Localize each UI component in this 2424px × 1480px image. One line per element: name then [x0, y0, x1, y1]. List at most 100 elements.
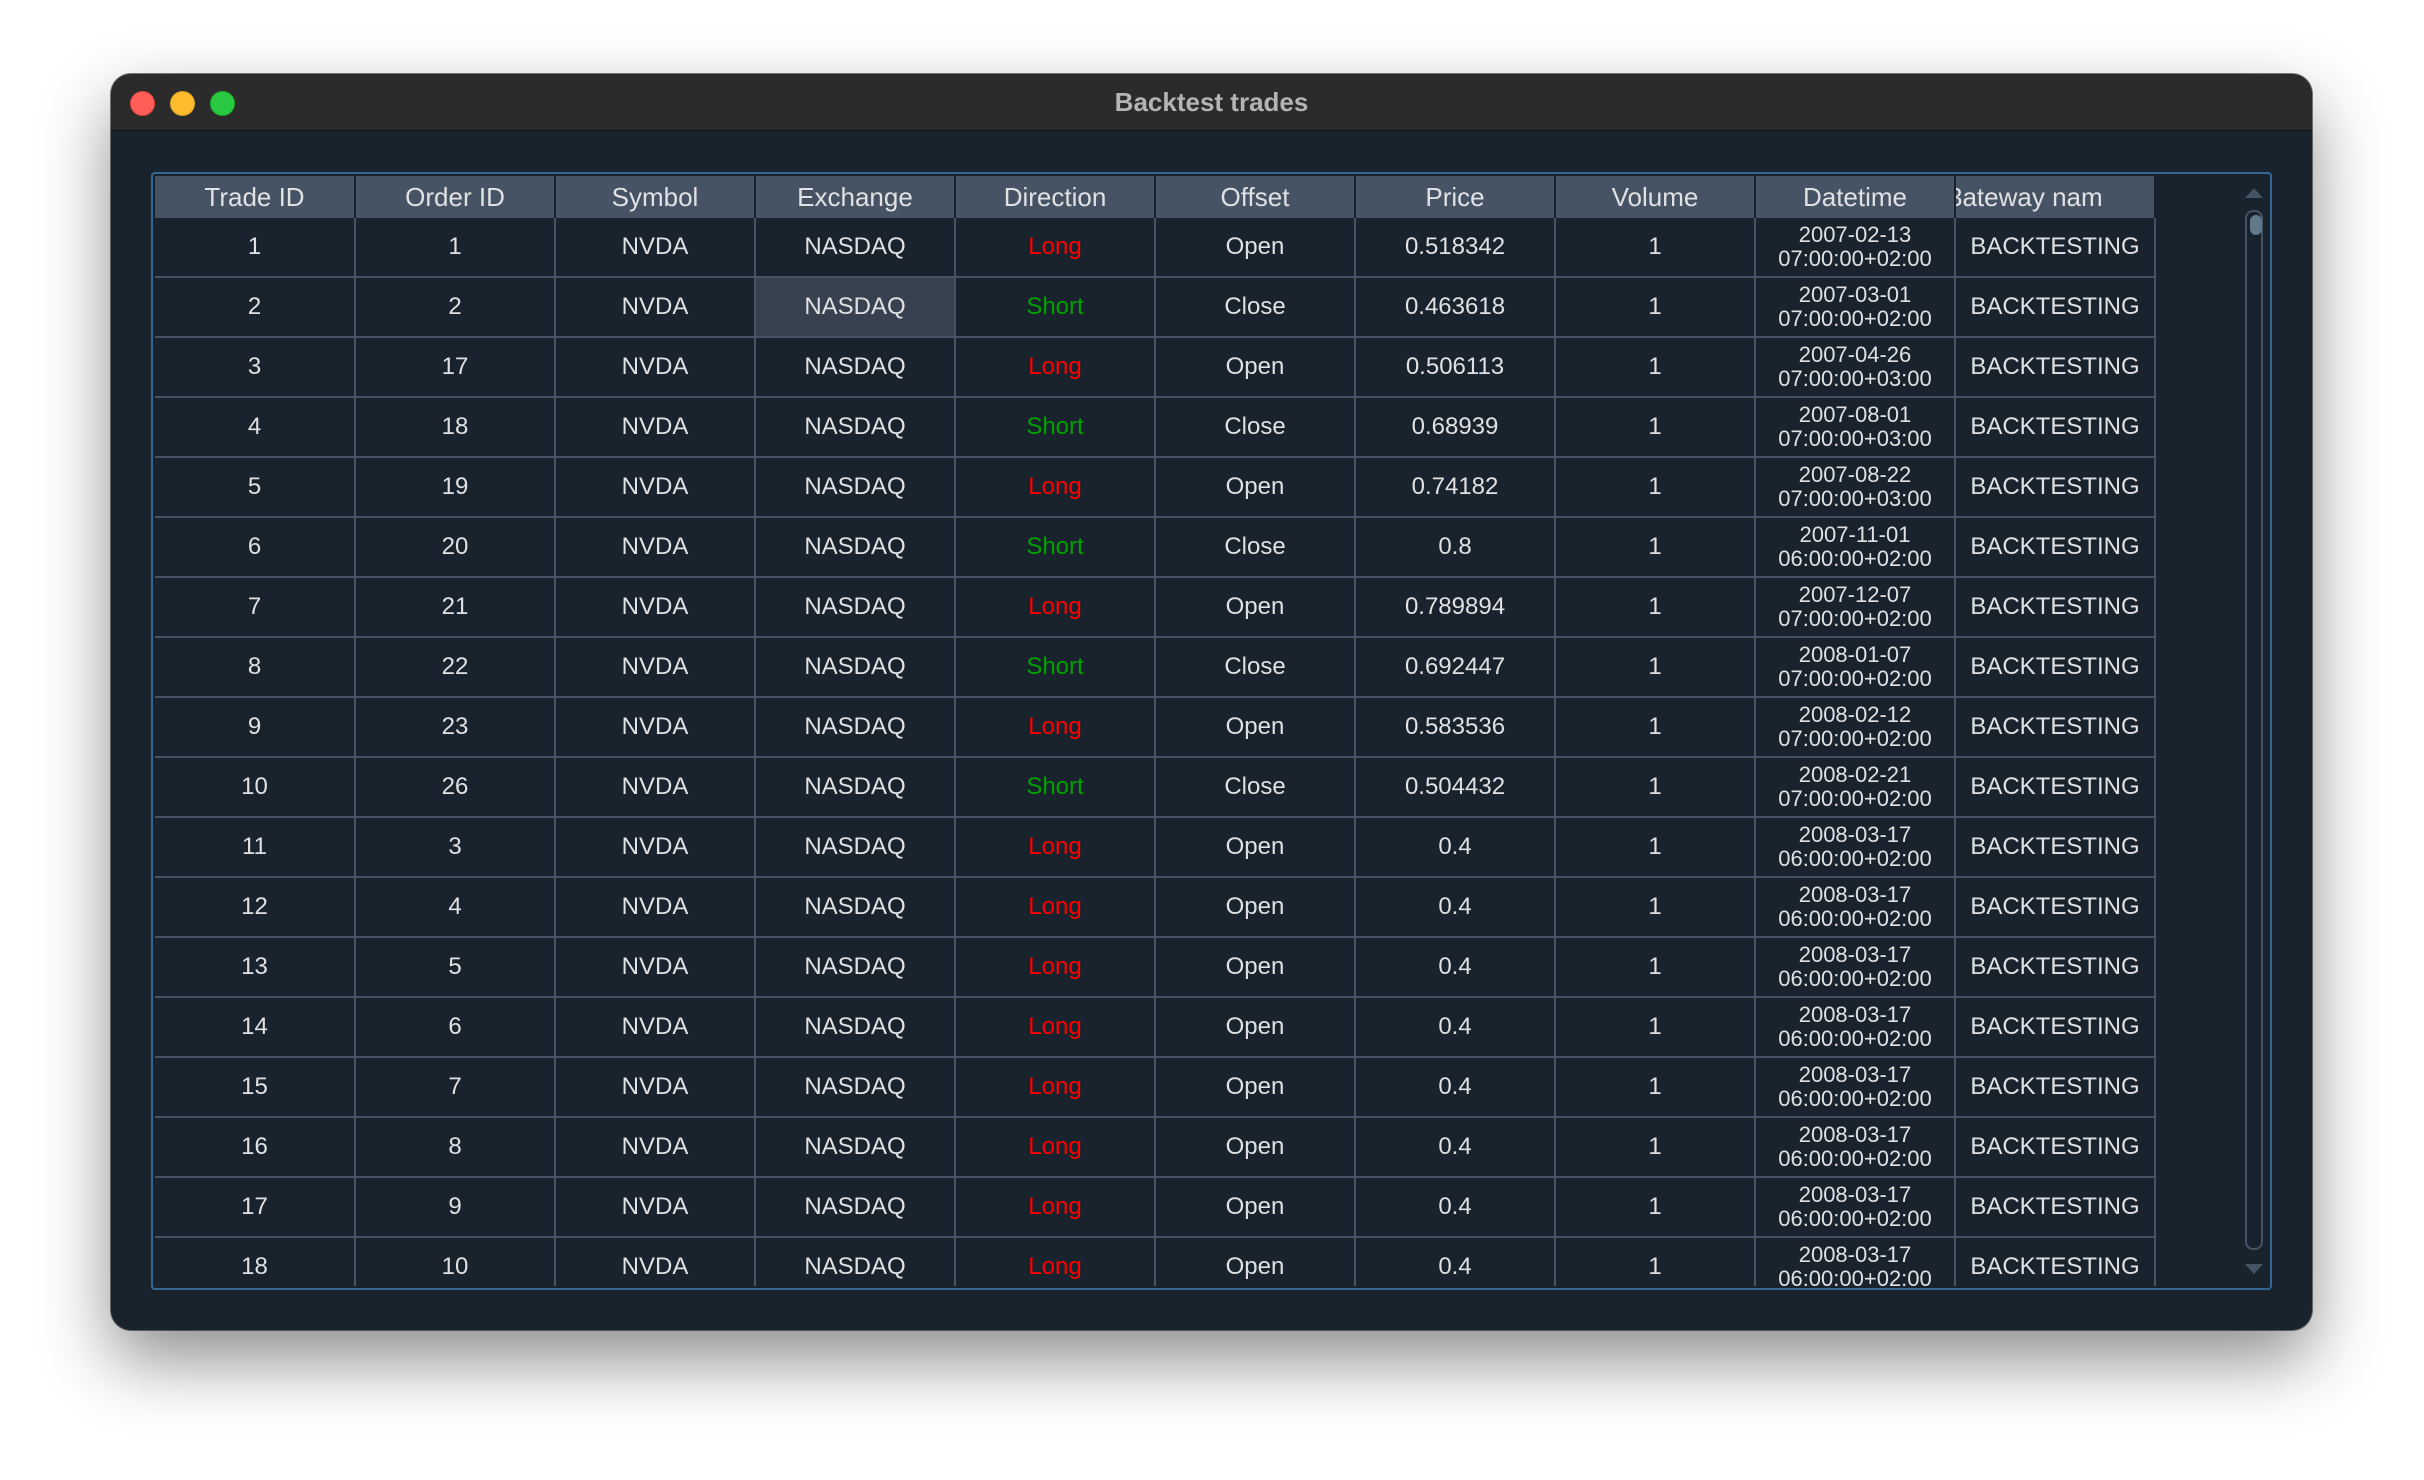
- cell-offset[interactable]: Close: [1155, 757, 1356, 818]
- column-header-datetime[interactable]: Datetime: [1755, 176, 1956, 218]
- cell-offset[interactable]: Open: [1155, 997, 1356, 1058]
- cell-symbol[interactable]: NVDA: [555, 1237, 756, 1286]
- cell-exchange[interactable]: NASDAQ: [755, 1117, 956, 1178]
- cell-offset[interactable]: Close: [1155, 517, 1356, 578]
- cell-exchange[interactable]: NASDAQ: [755, 457, 956, 518]
- cell-exchange[interactable]: NASDAQ: [755, 817, 956, 878]
- cell-direction[interactable]: Short: [955, 517, 1156, 578]
- column-header-direction[interactable]: Direction: [955, 176, 1156, 218]
- cell-gateway-name[interactable]: BACKTESTING: [1955, 397, 2156, 458]
- cell-direction[interactable]: Long: [955, 457, 1156, 518]
- cell-gateway-name[interactable]: BACKTESTING: [1955, 337, 2156, 398]
- cell-volume[interactable]: 1: [1555, 517, 1756, 578]
- cell-symbol[interactable]: NVDA: [555, 637, 756, 698]
- cell-price[interactable]: 0.463618: [1355, 277, 1556, 338]
- cell-price[interactable]: 0.789894: [1355, 577, 1556, 638]
- cell-symbol[interactable]: NVDA: [555, 337, 756, 398]
- table-row[interactable]: 17 9 NVDA NASDAQ Long Open 0.4 1 2008-03-17 06:00…: [155, 1177, 2156, 1238]
- cell-trade-id[interactable]: 15: [155, 1057, 356, 1118]
- column-header-gateway-name[interactable]: 3ateway nam: [1955, 176, 2156, 218]
- cell-order-id[interactable]: 4: [355, 877, 556, 938]
- table-row[interactable]: 5 19 NVDA NASDAQ Long Open 0.74182 1 2007-08-22 0…: [155, 457, 2156, 518]
- cell-datetime[interactable]: 2007-08-22 07:00:00+03:00: [1755, 457, 1956, 518]
- cell-direction[interactable]: Long: [955, 817, 1156, 878]
- cell-price[interactable]: 0.504432: [1355, 757, 1556, 818]
- table-row[interactable]: 6 20 NVDA NASDAQ Short Close 0.8 1 2007-11-01 06:…: [155, 517, 2156, 578]
- cell-symbol[interactable]: NVDA: [555, 1057, 756, 1118]
- cell-offset[interactable]: Open: [1155, 1237, 1356, 1286]
- cell-datetime[interactable]: 2008-03-17 06:00:00+02:00: [1755, 937, 1956, 998]
- cell-direction[interactable]: Long: [955, 997, 1156, 1058]
- cell-symbol[interactable]: NVDA: [555, 877, 756, 938]
- cell-offset[interactable]: Open: [1155, 218, 1356, 278]
- cell-exchange[interactable]: NASDAQ: [755, 877, 956, 938]
- cell-datetime[interactable]: 2008-03-17 06:00:00+02:00: [1755, 1117, 1956, 1178]
- cell-trade-id[interactable]: 3: [155, 337, 356, 398]
- cell-datetime[interactable]: 2008-02-12 07:00:00+02:00: [1755, 697, 1956, 758]
- column-header-symbol[interactable]: Symbol: [555, 176, 756, 218]
- cell-symbol[interactable]: NVDA: [555, 1177, 756, 1238]
- cell-symbol[interactable]: NVDA: [555, 997, 756, 1058]
- cell-offset[interactable]: Open: [1155, 457, 1356, 518]
- scroll-up-arrow-icon[interactable]: [2245, 188, 2263, 198]
- cell-offset[interactable]: Close: [1155, 277, 1356, 338]
- cell-volume[interactable]: 1: [1555, 637, 1756, 698]
- cell-datetime[interactable]: 2007-11-01 06:00:00+02:00: [1755, 517, 1956, 578]
- table-row[interactable]: 1 1 NVDA NASDAQ Long Open 0.518342 1 2007-02-13 0…: [155, 218, 2156, 278]
- cell-symbol[interactable]: NVDA: [555, 1117, 756, 1178]
- cell-trade-id[interactable]: 12: [155, 877, 356, 938]
- cell-offset[interactable]: Open: [1155, 877, 1356, 938]
- cell-direction[interactable]: Long: [955, 937, 1156, 998]
- cell-trade-id[interactable]: 4: [155, 397, 356, 458]
- cell-volume[interactable]: 1: [1555, 1117, 1756, 1178]
- table-row[interactable]: 16 8 NVDA NASDAQ Long Open 0.4 1 2008-03-17 06:00…: [155, 1117, 2156, 1178]
- cell-price[interactable]: 0.4: [1355, 1057, 1556, 1118]
- cell-symbol[interactable]: NVDA: [555, 397, 756, 458]
- cell-price[interactable]: 0.4: [1355, 817, 1556, 878]
- cell-trade-id[interactable]: 10: [155, 757, 356, 818]
- cell-gateway-name[interactable]: BACKTESTING: [1955, 757, 2156, 818]
- column-header-order-id[interactable]: Order ID: [355, 176, 556, 218]
- cell-order-id[interactable]: 8: [355, 1117, 556, 1178]
- cell-trade-id[interactable]: 17: [155, 1177, 356, 1238]
- cell-offset[interactable]: Close: [1155, 637, 1356, 698]
- cell-datetime[interactable]: 2008-03-17 06:00:00+02:00: [1755, 877, 1956, 938]
- cell-datetime[interactable]: 2008-03-17 06:00:00+02:00: [1755, 817, 1956, 878]
- cell-trade-id[interactable]: 1: [155, 218, 356, 278]
- cell-volume[interactable]: 1: [1555, 1237, 1756, 1286]
- cell-trade-id[interactable]: 13: [155, 937, 356, 998]
- cell-volume[interactable]: 1: [1555, 577, 1756, 638]
- cell-datetime[interactable]: 2007-08-01 07:00:00+03:00: [1755, 397, 1956, 458]
- cell-price[interactable]: 0.692447: [1355, 637, 1556, 698]
- cell-exchange[interactable]: NASDAQ: [755, 517, 956, 578]
- cell-price[interactable]: 0.4: [1355, 877, 1556, 938]
- cell-datetime[interactable]: 2008-01-07 07:00:00+02:00: [1755, 637, 1956, 698]
- close-window-icon[interactable]: [130, 91, 155, 116]
- column-header-exchange[interactable]: Exchange: [755, 176, 956, 218]
- cell-trade-id[interactable]: 5: [155, 457, 356, 518]
- cell-symbol[interactable]: NVDA: [555, 697, 756, 758]
- cell-gateway-name[interactable]: BACKTESTING: [1955, 1237, 2156, 1286]
- cell-symbol[interactable]: NVDA: [555, 218, 756, 278]
- cell-volume[interactable]: 1: [1555, 937, 1756, 998]
- cell-direction[interactable]: Short: [955, 397, 1156, 458]
- cell-price[interactable]: 0.506113: [1355, 337, 1556, 398]
- cell-trade-id[interactable]: 14: [155, 997, 356, 1058]
- table-row[interactable]: 15 7 NVDA NASDAQ Long Open 0.4 1 2008-03-17 06:00…: [155, 1057, 2156, 1118]
- cell-price[interactable]: 0.68939: [1355, 397, 1556, 458]
- table-row[interactable]: 13 5 NVDA NASDAQ Long Open 0.4 1 2008-03-17 06:00…: [155, 937, 2156, 998]
- cell-volume[interactable]: 1: [1555, 457, 1756, 518]
- cell-offset[interactable]: Close: [1155, 397, 1356, 458]
- table-row[interactable]: 10 26 NVDA NASDAQ Short Close 0.504432 1 2008-02…: [155, 757, 2156, 818]
- table-row[interactable]: 18 10 NVDA NASDAQ Long Open 0.4 1 2008-03-17 06:0…: [155, 1237, 2156, 1286]
- table-row[interactable]: 11 3 NVDA NASDAQ Long Open 0.4 1 2008-03-17 06:00…: [155, 817, 2156, 878]
- cell-price[interactable]: 0.4: [1355, 1117, 1556, 1178]
- cell-exchange[interactable]: NASDAQ: [755, 937, 956, 998]
- cell-exchange[interactable]: NASDAQ: [755, 397, 956, 458]
- cell-gateway-name[interactable]: BACKTESTING: [1955, 1117, 2156, 1178]
- cell-datetime[interactable]: 2008-03-17 06:00:00+02:00: [1755, 1237, 1956, 1286]
- cell-price[interactable]: 0.4: [1355, 997, 1556, 1058]
- cell-offset[interactable]: Open: [1155, 817, 1356, 878]
- cell-volume[interactable]: 1: [1555, 337, 1756, 398]
- cell-exchange[interactable]: NASDAQ: [755, 337, 956, 398]
